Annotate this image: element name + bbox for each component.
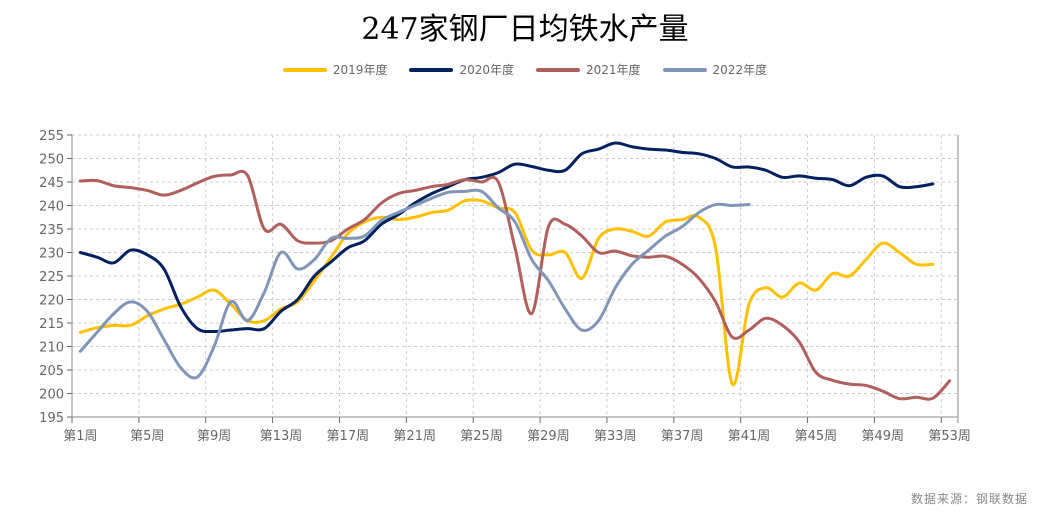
legend-swatch (662, 67, 707, 72)
y-tick-label: 235 (39, 223, 64, 238)
y-tick-label: 240 (39, 200, 64, 215)
x-tick-label: 第33周 (594, 429, 637, 444)
y-tick-label: 210 (39, 341, 64, 356)
legend-item-2020[interactable]: 2020年度 (409, 61, 514, 78)
source-note: 数据来源：钢联数据 (910, 492, 1028, 506)
legend-swatch (536, 67, 580, 72)
x-tick-label: 第1周 (63, 429, 97, 444)
x-tick-label: 第45周 (795, 429, 838, 444)
y-tick-label: 205 (39, 364, 64, 379)
chart-title: 247家钢厂日均铁水产量 (361, 12, 689, 47)
series-line-2022 (78, 188, 751, 380)
x-tick-label: 第41周 (728, 429, 771, 444)
legend-item-2019[interactable]: 2019年度 (282, 61, 388, 78)
series-line-2019 (78, 198, 935, 387)
series-line-2020 (78, 141, 935, 334)
legend-swatch (409, 67, 454, 72)
y-tick-label: 225 (39, 270, 64, 285)
legend: 2019年度 2020年度 2021年度 2022年度 (0, 61, 1050, 78)
y-tick-label: 230 (39, 247, 64, 262)
y-tick-label: 200 (39, 388, 64, 403)
y-tick-label: 245 (39, 176, 64, 191)
y-tick-label: 195 (39, 411, 64, 426)
x-tick-label: 第29周 (527, 429, 570, 444)
x-tick-label: 第37周 (661, 429, 704, 444)
y-tick-label: 215 (39, 317, 64, 332)
legend-label: 2021年度 (586, 63, 641, 77)
x-tick-label: 第21周 (393, 429, 436, 444)
x-tick-label: 第25周 (460, 429, 503, 444)
y-tick-label: 250 (39, 153, 64, 168)
x-tick-label: 第49周 (862, 429, 905, 444)
x-tick-label: 第53周 (928, 429, 971, 444)
legend-label: 2022年度 (712, 63, 768, 77)
x-tick-label: 第13周 (260, 429, 303, 444)
x-tick-label: 第5周 (130, 429, 164, 444)
legend-item-2022[interactable]: 2022年度 (662, 61, 768, 78)
legend-item-2021[interactable]: 2021年度 (536, 61, 641, 78)
y-tick-label: 220 (39, 294, 64, 309)
series-line-2021 (78, 169, 952, 401)
x-tick-label: 第17周 (327, 429, 370, 444)
x-tick-label: 第9周 (197, 429, 231, 444)
legend-label: 2019年度 (332, 63, 388, 77)
y-tick-label: 255 (39, 129, 64, 144)
legend-label: 2020年度 (459, 63, 514, 77)
legend-swatch (282, 67, 327, 72)
